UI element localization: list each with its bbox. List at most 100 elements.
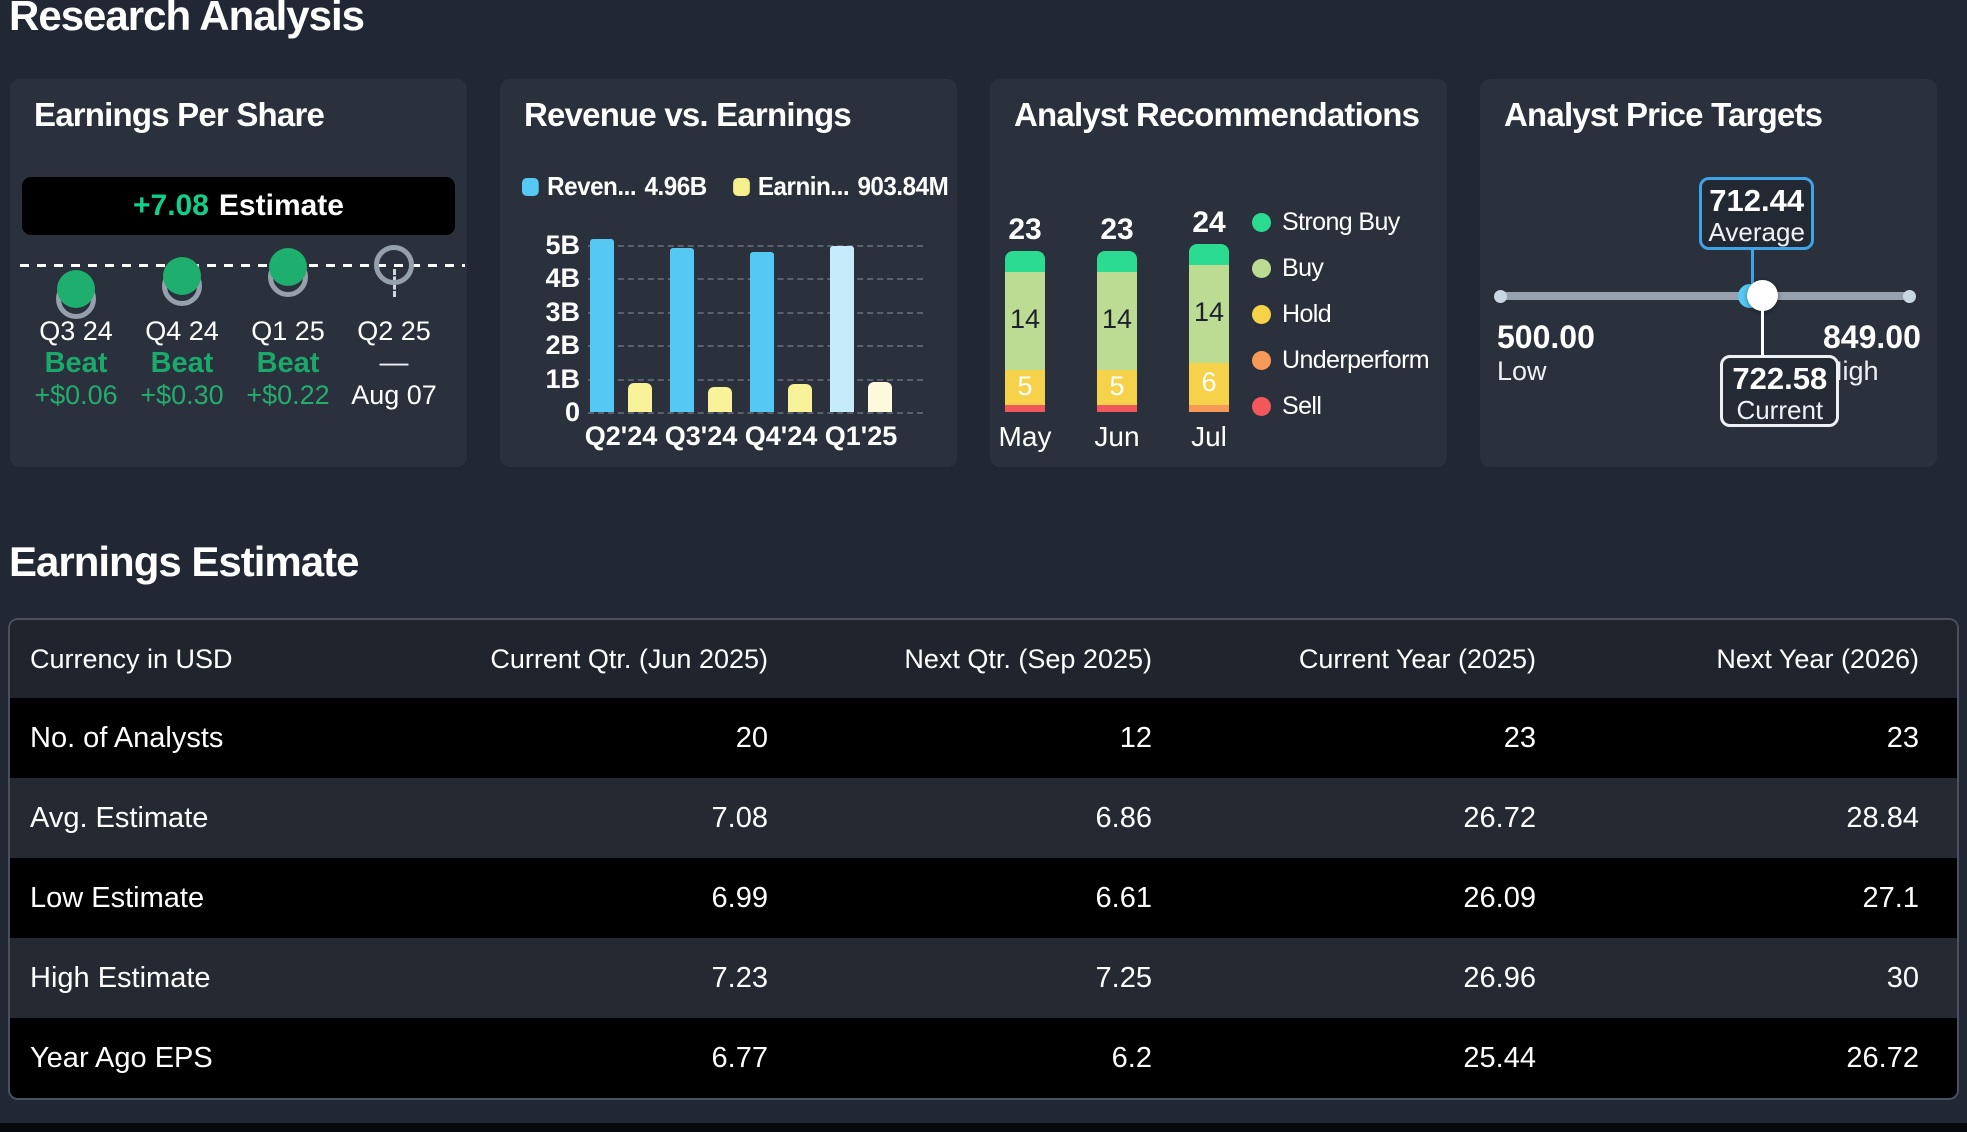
rec-total-count: 23 (1100, 213, 1134, 246)
column-header: Next Qtr. (Sep 2025) (904, 643, 1152, 674)
cell-value: 23 (1503, 721, 1536, 754)
eps-quarter-label: Q1 25 (251, 316, 325, 346)
eps-quarter-status: Beat (256, 347, 320, 379)
eps-quarter-value: +$0.06 (34, 380, 118, 410)
eps-quarter-label: Q2 25 (357, 316, 431, 346)
rec-segment-sell[interactable] (1097, 405, 1137, 412)
rec-segment-strong-buy[interactable] (1097, 251, 1137, 272)
cell-value: 6.2 (1111, 1041, 1152, 1074)
rec-segment-strong-buy[interactable] (1189, 244, 1229, 265)
rec-segment-count: 14 (1009, 304, 1041, 334)
rec-segment-hold[interactable]: 5 (1097, 370, 1137, 405)
cell-value: 25.44 (1463, 1041, 1536, 1074)
rec-segment-underperform[interactable] (1189, 405, 1229, 412)
price-targets-card-title: Analyst Price Targets (1504, 96, 1823, 133)
x-axis-tick: Q2'24 (584, 421, 658, 451)
rec-total-count: 24 (1192, 206, 1226, 239)
legend-item-hold: Hold (1252, 299, 1429, 329)
rec-segment-buy[interactable]: 14 (1097, 272, 1137, 370)
y-axis-tick: 5B (545, 230, 580, 260)
cell-value: 28.84 (1846, 801, 1919, 834)
low-target-value: 500.00 (1497, 319, 1595, 355)
legend-series-label: Earnin... (757, 171, 850, 201)
rec-segment-strong-buy[interactable] (1005, 251, 1045, 272)
rec-segment-count: 6 (1201, 367, 1217, 397)
legend-label: Underperform (1282, 345, 1430, 374)
eps-quarter-label: Q4 24 (145, 316, 219, 346)
revenue-earnings-card: Revenue vs. Earnings Reven... 4.96B Earnin… (500, 79, 957, 467)
cell-value: 7.23 (711, 961, 768, 994)
table-row: Year Ago EPS 6.77 6.2 25.44 26.72 (10, 1018, 1957, 1098)
high-target-value: 849.00 (1823, 319, 1921, 355)
eps-quarter-value: +$0.30 (140, 380, 224, 410)
recommendations-chart: 5 14 23 May 5 14 23 Jun 6 14 24 Jul (990, 79, 1447, 467)
cell-value: 23 (1886, 721, 1919, 754)
rec-segment-count: 14 (1193, 297, 1225, 327)
eps-actual-dot (57, 270, 95, 308)
y-axis-tick: 1B (545, 363, 580, 394)
current-connector-line (1760, 309, 1764, 357)
row-label: Avg. Estimate (30, 801, 209, 834)
eps-quarter-value: Aug 07 (351, 380, 437, 410)
table-row: No. of Analysts 20 12 23 23 (10, 698, 1957, 778)
price-target-track[interactable] (1497, 292, 1913, 300)
average-connector-line (1751, 250, 1755, 294)
earnings-estimate-table: Currency in USD Current Qtr. (Jun 2025) Ne… (8, 618, 1959, 1100)
eps-actual-dot (163, 257, 201, 295)
eps-estimate-value: +7.08 (133, 189, 209, 222)
rec-segment-buy[interactable]: 14 (1189, 265, 1229, 363)
earnings-bar[interactable] (788, 383, 812, 412)
cell-value: 7.25 (1095, 961, 1152, 994)
summary-cards-row: Earnings Per Share +7.08 Estimate Q3 24 B… (10, 79, 1937, 467)
legend-dot (1252, 258, 1271, 278)
cell-value: 6.99 (711, 881, 768, 914)
legend-dot (1252, 350, 1271, 370)
rec-total-count: 23 (1008, 213, 1042, 246)
legend-label: Buy (1282, 253, 1324, 282)
legend-dot (1252, 396, 1271, 416)
rec-segment-hold[interactable]: 5 (1005, 370, 1045, 405)
current-price-knob[interactable] (1746, 280, 1778, 311)
eps-estimate-badge: +7.08 Estimate (22, 177, 455, 235)
table-row: High Estimate 7.23 7.25 26.96 30 (10, 938, 1957, 1018)
gridline (588, 245, 923, 247)
revenue-bar[interactable] (750, 252, 774, 412)
earnings-bar[interactable] (708, 386, 732, 412)
cell-value: 7.08 (711, 801, 768, 834)
legend-label: Sell (1282, 391, 1322, 420)
low-target-label: Low (1497, 356, 1547, 386)
table-header-row: Currency in USD Current Qtr. (Jun 2025) Ne… (10, 620, 1957, 698)
revenue-bar[interactable] (830, 246, 854, 412)
y-axis-tick: 2B (545, 330, 580, 361)
legend-series-label: Reven... (547, 171, 637, 201)
revenue-bar[interactable] (590, 238, 614, 412)
legend-item-strong-buy: Strong Buy (1252, 207, 1429, 237)
rec-segment-count: 5 (1109, 370, 1125, 401)
revenue-bar[interactable] (670, 248, 694, 412)
legend-item-underperform: Underperform (1252, 345, 1430, 375)
eps-quarter-label: Q3 24 (39, 316, 113, 346)
current-price-label: Current (1736, 395, 1824, 425)
revenue-legend: Reven... 4.96B Earnin... 903.84M (522, 171, 949, 202)
revenue-chart: 0 1B 2B 3B 4B 5B Q2'24 Q3'24 Q4'24 Q1'25 (500, 79, 957, 467)
eps-plot: Q3 24 Beat +$0.06 Q4 24 Beat +$0.30 Q1 25 Beat +… (10, 79, 467, 467)
legend-series-value: 4.96B (644, 171, 707, 201)
column-header: Next Year (2026) (1716, 643, 1919, 674)
eps-card: Earnings Per Share +7.08 Estimate Q3 24 B… (10, 79, 467, 467)
earnings-bar[interactable] (868, 381, 892, 412)
rec-segment-hold[interactable]: 6 (1189, 363, 1229, 405)
earnings-bar[interactable] (628, 382, 652, 412)
eps-card-title: Earnings Per Share (34, 96, 325, 133)
legend-label: Hold (1282, 299, 1332, 328)
average-target-value: 712.44 (1709, 183, 1805, 218)
rec-segment-buy[interactable]: 14 (1005, 272, 1045, 370)
legend-series-value: 903.84M (857, 171, 949, 201)
rec-segment-sell[interactable] (1005, 405, 1045, 412)
cell-value: 20 (735, 721, 768, 754)
track-high-end-dot (1903, 290, 1916, 303)
row-label: No. of Analysts (30, 721, 224, 754)
x-axis-tick: Q4'24 (744, 421, 818, 451)
earnings-legend-swatch (732, 177, 750, 196)
x-axis-tick: Q1'25 (824, 421, 898, 451)
